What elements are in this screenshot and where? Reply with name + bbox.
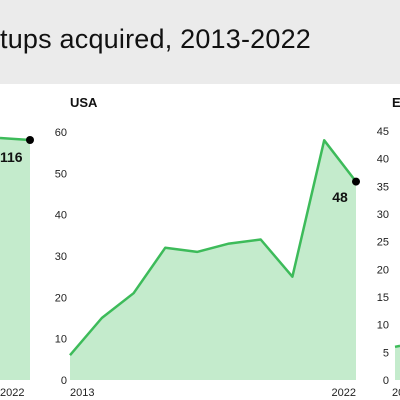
right-y-tick-25: 25 [377,237,389,249]
usa-y-tick-10: 10 [55,334,67,346]
usa-y-tick-40: 40 [55,210,67,222]
right-panel-line [394,344,400,349]
right-panel-area [395,346,400,380]
usa-panel-label: USA [70,95,98,110]
usa-y-tick-60: 60 [55,127,67,139]
right-y-tick-45: 45 [377,126,389,138]
right-y-tick-5: 5 [383,347,389,359]
usa-y-tick-30: 30 [55,251,67,263]
left-panel-x-tick-2022: 2022 [0,387,24,399]
usa-x-tick-2013: 2013 [70,387,94,399]
right-panel-label: E [392,95,400,110]
right-y-tick-20: 20 [377,264,389,276]
usa-y-tick-50: 50 [55,168,67,180]
usa-y-tick-20: 20 [55,292,67,304]
left-panel-area [0,138,30,380]
usa-y-tick-0: 0 [61,375,67,387]
usa-value-label: 48 [332,189,348,205]
left-panel-value-label: 116 [0,149,23,165]
usa-x-tick-2022: 2022 [332,387,356,399]
left-panel-end-point [26,136,34,144]
right-y-tick-10: 10 [377,320,389,332]
right-y-tick-15: 15 [377,292,389,304]
usa-area [70,140,356,380]
title-bar [0,0,400,84]
chart-title: tups acquired, 2013-2022 [0,24,312,54]
left-panel-line [0,136,31,142]
usa-end-point [352,177,360,186]
usa-line [69,139,357,357]
right-y-tick-30: 30 [377,209,389,221]
right-y-tick-40: 40 [377,154,389,166]
right-y-tick-0: 0 [383,375,389,387]
right-y-tick-35: 35 [377,181,389,193]
right-x-tick: 20 [392,387,400,399]
